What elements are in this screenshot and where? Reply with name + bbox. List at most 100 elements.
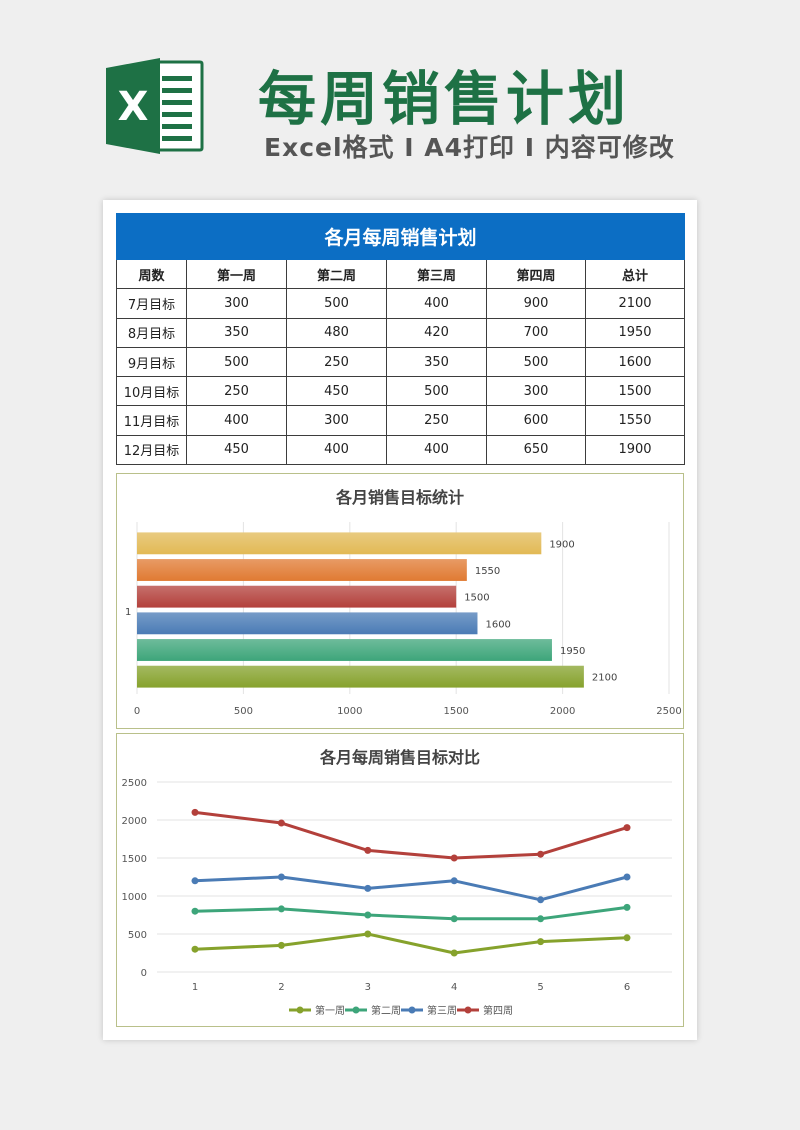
series-line (194, 875, 628, 902)
column-header: 第四周 (486, 258, 586, 290)
x-tick-label: 1500 (443, 706, 468, 717)
y-tick-label: 1000 (122, 892, 147, 903)
table-cell[interactable]: 11月目标 (116, 405, 187, 436)
bar (137, 612, 478, 635)
table-cell[interactable]: 400 (386, 434, 487, 466)
data-point (191, 907, 199, 915)
bar-chart-panel[interactable]: 各月销售目标统计 0 500 1000 1500 2000 2500 1 1900 1550 15… (116, 473, 684, 729)
table-cell[interactable]: 1550 (584, 405, 686, 436)
legend-marker (352, 1006, 360, 1014)
table-row: 8月目标 350 480 420 700 1950 (116, 317, 686, 348)
x-tick-label: 500 (234, 706, 253, 717)
y-tick-label: 2000 (122, 816, 147, 827)
legend-entry: 第二周 (371, 1004, 401, 1017)
table-cell[interactable]: 450 (286, 376, 387, 407)
line-chart: 0 500 1000 1500 2000 2500 1 2 3 4 5 6 第一周 第二周 第三周 第四周 (122, 778, 672, 1017)
page-title: 每周销售计划 (258, 65, 631, 133)
series-line (194, 905, 628, 921)
table-cell[interactable]: 250 (386, 405, 487, 436)
worksheet: 各月每周销售计划 周数 第一周 第二周 第三周 第四周 总计 7月目标 300 … (103, 200, 697, 1040)
data-point (623, 873, 631, 881)
x-tick-label: 2000 (550, 706, 575, 717)
table-cell[interactable]: 7月目标 (116, 288, 187, 319)
bar (137, 665, 584, 688)
table-cell[interactable]: 1500 (584, 376, 686, 407)
y-tick-label: 0 (141, 968, 147, 979)
table-cell[interactable]: 300 (486, 376, 586, 407)
table-cell[interactable]: 250 (286, 346, 387, 378)
data-point (191, 808, 199, 816)
data-point (277, 905, 285, 913)
data-point (277, 941, 285, 949)
data-label: 1950 (560, 646, 585, 657)
table-cell[interactable]: 420 (386, 317, 487, 348)
table-cell[interactable]: 300 (286, 405, 387, 436)
legend-marker (408, 1006, 416, 1014)
data-point (191, 877, 199, 885)
data-label: 1550 (475, 566, 500, 577)
table-cell[interactable]: 400 (186, 405, 287, 436)
data-point (364, 846, 372, 854)
table-row: 7月目标 300 500 400 900 2100 (116, 288, 686, 319)
data-label: 1600 (485, 619, 510, 630)
x-tick-label: 6 (624, 982, 630, 993)
table-row: 10月目标 250 450 500 300 1500 (116, 376, 686, 407)
table-cell[interactable]: 400 (286, 434, 387, 466)
x-tick-label: 2 (278, 982, 284, 993)
table-cell[interactable]: 12月目标 (116, 434, 187, 466)
data-point (450, 915, 458, 923)
table-cell[interactable]: 500 (286, 288, 387, 319)
table-cell[interactable]: 250 (186, 376, 287, 407)
excel-icon: X (106, 58, 204, 154)
table-cell[interactable]: 600 (486, 405, 586, 436)
table-cell[interactable]: 400 (386, 288, 487, 319)
legend-marker (464, 1006, 472, 1014)
table-row: 9月目标 500 250 350 500 1600 (116, 346, 686, 378)
table-cell[interactable]: 480 (286, 317, 387, 348)
table-row: 12月目标 450 400 400 650 1900 (116, 434, 686, 466)
bar-chart: 0 500 1000 1500 2000 2500 1 1900 1550 1500 1600 195… (125, 522, 682, 717)
y-tick-label: 500 (128, 930, 147, 941)
table-banner: 各月每周销售计划 (115, 213, 686, 260)
data-point (191, 945, 199, 953)
table-cell[interactable]: 900 (486, 288, 586, 319)
category-label: 1 (125, 607, 131, 618)
table-cell[interactable]: 500 (186, 346, 287, 378)
data-point (537, 915, 545, 923)
data-point (623, 824, 631, 832)
x-tick-label: 1000 (337, 706, 362, 717)
line-chart-panel[interactable]: 各月每周销售目标对比 0 500 1000 1500 2000 2500 1 2 3 4 5 6 第一周… (116, 733, 684, 1027)
column-header: 周数 (116, 258, 187, 290)
table-cell[interactable]: 450 (186, 434, 287, 466)
table-cell[interactable]: 500 (486, 346, 586, 378)
excel-logo-letter: X (118, 84, 149, 130)
table-cell[interactable]: 500 (386, 376, 487, 407)
data-point (364, 911, 372, 919)
table-cell[interactable]: 300 (186, 288, 287, 319)
sales-plan-table: 各月每周销售计划 周数 第一周 第二周 第三周 第四周 总计 7月目标 300 … (115, 213, 686, 466)
table-cell[interactable]: 350 (386, 346, 487, 378)
column-header: 总计 (584, 258, 686, 290)
table-cell[interactable]: 1950 (584, 317, 686, 348)
table-cell[interactable]: 650 (486, 434, 586, 466)
table-cell[interactable]: 9月目标 (116, 346, 187, 378)
data-point (450, 854, 458, 862)
data-point (537, 896, 545, 904)
table-cell[interactable]: 10月目标 (116, 376, 187, 407)
bar-chart-title: 各月销售目标统计 (335, 488, 464, 507)
table-cell[interactable]: 1600 (584, 346, 686, 378)
table-cell[interactable]: 2100 (584, 288, 686, 319)
data-point (623, 934, 631, 942)
table-cell[interactable]: 350 (186, 317, 287, 348)
table-cell[interactable]: 8月目标 (116, 317, 187, 348)
table-cell[interactable]: 1900 (584, 434, 686, 466)
data-label: 1500 (464, 593, 489, 604)
x-tick-label: 1 (192, 982, 198, 993)
column-header: 第二周 (286, 258, 387, 290)
data-label: 1900 (549, 539, 574, 550)
x-tick-label: 3 (365, 982, 371, 993)
data-point (277, 873, 285, 881)
data-point (364, 930, 372, 938)
bar (137, 585, 457, 608)
table-cell[interactable]: 700 (486, 317, 586, 348)
